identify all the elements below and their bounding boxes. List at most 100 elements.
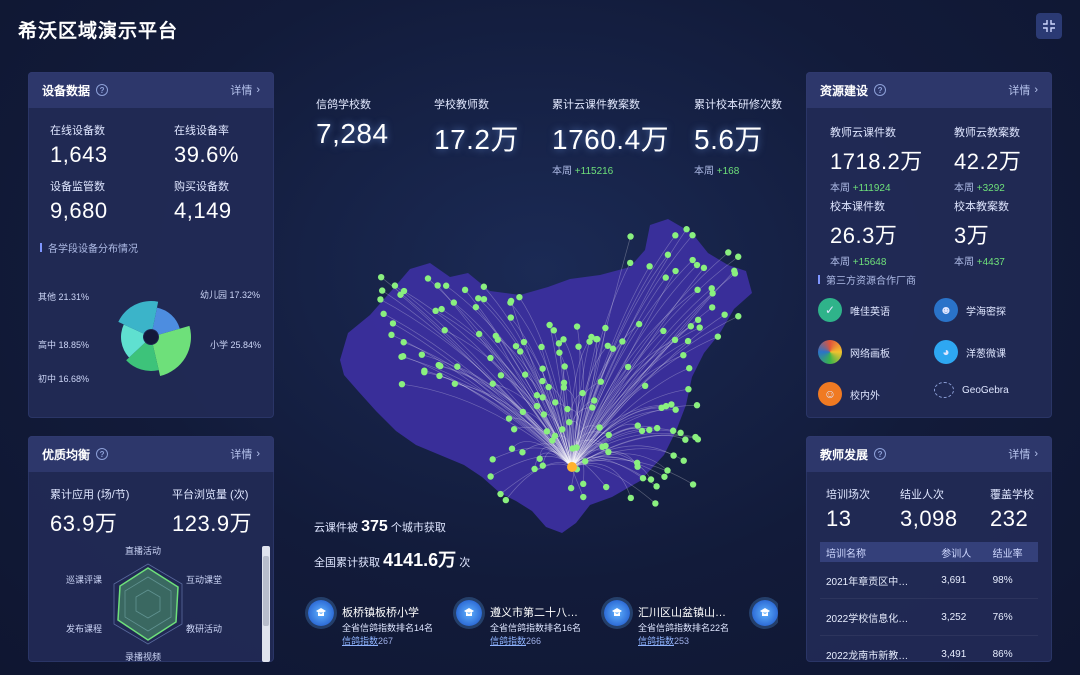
quality-scrollbar[interactable]	[262, 546, 270, 662]
city-dot[interactable]	[539, 462, 546, 469]
help-icon[interactable]: ?	[96, 448, 109, 460]
city-dot[interactable]	[539, 377, 546, 385]
city-dot[interactable]	[672, 406, 679, 413]
city-dot[interactable]	[516, 293, 523, 301]
city-dot[interactable]	[489, 456, 496, 463]
city-dot[interactable]	[638, 427, 646, 435]
city-dot[interactable]	[461, 286, 469, 294]
city-dot[interactable]	[540, 411, 548, 418]
city-dot[interactable]	[400, 287, 408, 295]
city-dot[interactable]	[602, 324, 609, 332]
pie-slice-初中[interactable]	[126, 342, 159, 371]
city-dot[interactable]	[696, 324, 703, 331]
city-dot[interactable]	[669, 427, 677, 434]
city-dot[interactable]	[708, 285, 715, 292]
city-dot[interactable]	[677, 429, 684, 437]
city-dot[interactable]	[731, 270, 739, 277]
city-dot[interactable]	[497, 372, 505, 379]
city-dot[interactable]	[531, 465, 538, 473]
city-dot[interactable]	[619, 338, 626, 345]
city-dot[interactable]	[646, 263, 653, 270]
city-dot[interactable]	[560, 336, 567, 343]
help-icon[interactable]: ?	[96, 84, 109, 96]
city-dot[interactable]	[579, 389, 586, 397]
city-dot[interactable]	[689, 232, 696, 239]
city-dot[interactable]	[533, 392, 541, 399]
city-dot[interactable]	[685, 385, 692, 393]
city-dot[interactable]	[575, 343, 582, 350]
help-icon[interactable]: ?	[874, 448, 887, 460]
partner-xiaoneiwai[interactable]: ☺ 校内外	[818, 382, 880, 406]
city-dot[interactable]	[671, 336, 679, 344]
city-dot[interactable]	[519, 449, 526, 456]
city-dot[interactable]	[694, 286, 701, 294]
city-dot[interactable]	[591, 397, 598, 404]
city-dot[interactable]	[573, 323, 581, 330]
city-dot[interactable]	[539, 394, 546, 401]
city-dot[interactable]	[418, 351, 426, 358]
city-dot[interactable]	[714, 333, 722, 340]
city-dot[interactable]	[489, 380, 496, 387]
city-dot[interactable]	[432, 307, 439, 315]
city-dot[interactable]	[442, 282, 450, 289]
city-dot[interactable]	[683, 226, 690, 233]
city-dot[interactable]	[475, 295, 482, 302]
city-dot[interactable]	[634, 422, 641, 429]
city-dot[interactable]	[599, 443, 606, 451]
city-dot[interactable]	[668, 401, 675, 408]
city-dot[interactable]	[686, 365, 693, 372]
city-dot[interactable]	[475, 330, 483, 338]
city-dot[interactable]	[627, 259, 634, 267]
city-dot[interactable]	[627, 233, 634, 240]
city-dot[interactable]	[512, 342, 520, 350]
city-dot[interactable]	[391, 282, 399, 289]
city-dot[interactable]	[709, 290, 716, 297]
city-dot[interactable]	[700, 264, 708, 272]
city-dot[interactable]	[605, 431, 612, 439]
city-dot[interactable]	[692, 433, 699, 441]
city-dot[interactable]	[505, 415, 513, 422]
city-dot[interactable]	[497, 490, 504, 498]
city-dot[interactable]	[398, 353, 405, 360]
city-dot[interactable]	[377, 273, 385, 281]
city-dot[interactable]	[680, 351, 687, 359]
city-dot[interactable]	[680, 457, 687, 464]
city-dot[interactable]	[398, 380, 406, 388]
collapse-button[interactable]	[1036, 13, 1062, 39]
city-dot[interactable]	[536, 455, 543, 462]
city-dot[interactable]	[660, 327, 667, 335]
city-dot[interactable]	[627, 494, 635, 502]
partner-xuehai[interactable]: ☻ 学海密探	[934, 298, 1006, 322]
city-dot[interactable]	[672, 267, 679, 275]
city-dot[interactable]	[661, 473, 668, 480]
city-dot[interactable]	[400, 339, 407, 346]
pie-slice-幼儿园[interactable]	[152, 307, 180, 335]
city-dot[interactable]	[438, 305, 445, 313]
table-row[interactable]: 2022龙南市新教… 3,491 86%	[820, 635, 1038, 662]
partner-wangluo[interactable]: 网络画板	[818, 340, 890, 364]
pie-slice-高中[interactable]	[121, 324, 146, 358]
city-dot[interactable]	[652, 500, 659, 507]
city-dot[interactable]	[521, 371, 529, 378]
city-dot[interactable]	[454, 363, 461, 370]
city-dot[interactable]	[593, 335, 601, 343]
city-dot[interactable]	[684, 337, 692, 345]
school-card[interactable]: 汇川区山盆镇山盆… 全省信鸽指数排名22名 信鸽指数253	[598, 596, 736, 650]
school-card[interactable]: 板桥镇板桥小学 全省信鸽指数排名14名 信鸽指数267	[302, 596, 440, 650]
pie-slice-小学[interactable]	[152, 325, 191, 376]
city-dot[interactable]	[539, 365, 546, 372]
city-dot[interactable]	[507, 314, 515, 321]
city-dot[interactable]	[662, 274, 669, 281]
city-dot[interactable]	[664, 467, 671, 474]
city-dot[interactable]	[653, 424, 661, 432]
city-dot[interactable]	[507, 297, 515, 305]
city-dot[interactable]	[735, 253, 742, 260]
city-dot[interactable]	[646, 426, 653, 434]
device-detail-link[interactable]: 详情 ›	[230, 82, 260, 98]
city-dot[interactable]	[435, 361, 442, 369]
city-dot[interactable]	[582, 458, 589, 465]
city-dot[interactable]	[735, 313, 742, 320]
city-dot[interactable]	[639, 474, 647, 482]
city-dot[interactable]	[550, 327, 558, 334]
partner-geogebra[interactable]: GeoGebra	[934, 382, 1009, 398]
